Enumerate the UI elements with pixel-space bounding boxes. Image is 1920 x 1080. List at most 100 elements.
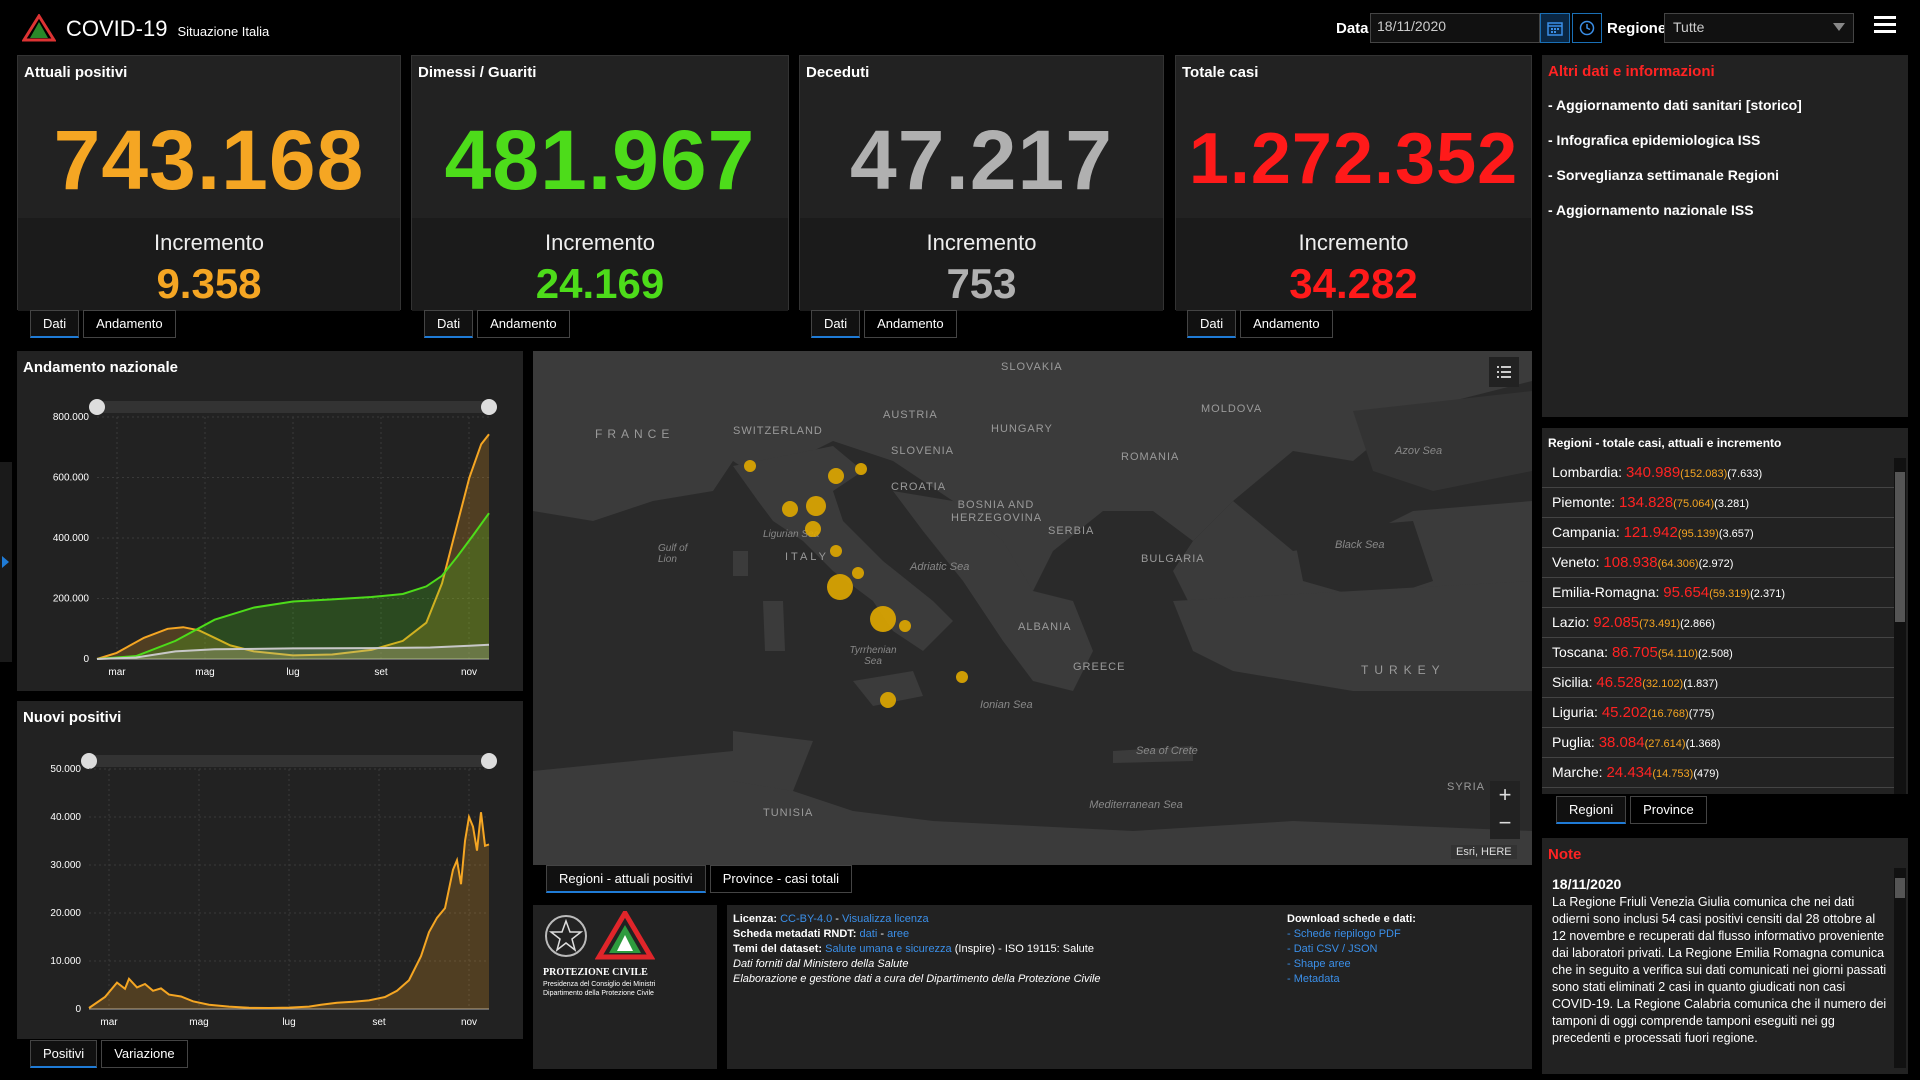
tab-regioni[interactable]: Regioni [1556,796,1627,824]
map-country-label: SWITZERLAND [733,425,823,437]
app-header: COVID-19 Situazione Italia Data 18/11/20… [0,0,1920,56]
tab-province-casi-totali[interactable]: Province - casi totali [709,865,853,893]
download-link[interactable]: - Dati CSV / JSON [1287,943,1378,955]
download-link[interactable]: - Metadata [1287,973,1340,985]
tab-regioni-attuali-positivi[interactable]: Regioni - attuali positivi [546,865,706,893]
kpi-increment-label: Incremento [544,230,656,255]
tab-andamento[interactable]: Andamento [864,310,957,338]
info-link[interactable]: - Infografica epidemiologica ISS [1548,132,1761,148]
kpi-title: Dimessi / Guariti [418,64,537,81]
kpi-increment-label: Incremento [1298,230,1409,255]
map-bubble [782,501,798,517]
y-tick-label: 30.000 [50,860,81,871]
zoom-out-button[interactable]: − [1490,809,1520,839]
kpi-value: 47.217 [850,113,1113,207]
list-item[interactable]: Veneto: 108.938(64.306)(2.972) [1542,548,1894,578]
tab-andamento[interactable]: Andamento [1240,310,1333,338]
chart-tabs: Positivi Variazione [30,1040,188,1068]
list-item[interactable]: Lazio: 92.085(73.491)(2.866) [1542,608,1894,638]
map-country-label: ITALY [785,551,829,563]
region-select[interactable]: Tutte [1664,13,1854,43]
series-area [97,513,489,659]
map-country-label: SLOVAKIA [1001,361,1063,373]
map-country-label: BOSNIA AND HERZEGOVINA [951,499,1043,524]
dataset-theme-link[interactable]: Salute umana e sicurezza [825,943,952,955]
downloads: Download schede e dati: - Schede riepilo… [1287,913,1416,985]
andamento-chart-svg[interactable]: 0 200.000 400.000 600.000 800.000 mar mag lug se… [17,351,523,691]
note-panel: Note 18/11/2020 La Regione Friuli Venezi… [1542,838,1908,1074]
tab-dati[interactable]: Dati [1187,310,1237,338]
list-item[interactable]: Lombardia: 340.989(152.083)(7.633) [1542,458,1894,488]
scrollbar-thumb[interactable] [1895,878,1905,898]
download-link[interactable]: - Shape aree [1287,958,1351,970]
map-bubble [805,521,821,537]
tab-andamento[interactable]: Andamento [477,310,570,338]
tab-province[interactable]: Province [1630,796,1707,824]
list-item[interactable]: Liguria: 45.202(16.768)(775) [1542,698,1894,728]
range-slider-handle[interactable] [481,753,497,769]
list-icon [1497,366,1511,378]
list-item[interactable]: Piemonte: 134.828(75.064)(3.281) [1542,488,1894,518]
calendar-button[interactable] [1540,13,1570,43]
plus-icon: + [1498,782,1512,807]
info-link[interactable]: - Aggiornamento nazionale ISS [1548,202,1754,218]
view-license-link[interactable]: Visualizza licenza [842,913,929,925]
region-label: Regione [1607,20,1667,37]
kpi-title: Totale casi [1182,64,1259,81]
nuovi-positivi-chart-svg[interactable]: 0 10.000 20.000 30.000 40.000 50.000 mar mag lug… [17,701,523,1039]
license-link[interactable]: CC-BY-4.0 [780,913,833,925]
tab-dati[interactable]: Dati [30,310,80,338]
x-tick-label: lug [286,667,299,678]
info-link[interactable]: - Aggiornamento dati sanitari [storico] [1548,97,1802,113]
tab-variazione[interactable]: Variazione [101,1040,188,1068]
note-title: Note [1548,846,1582,863]
x-tick-label: nov [461,1017,477,1028]
scrollbar-thumb[interactable] [1895,472,1905,622]
date-input[interactable]: 18/11/2020 [1370,13,1540,43]
map-country-label: HUNGARY [991,423,1053,435]
map-bubble [899,620,911,632]
tab-andamento[interactable]: Andamento [83,310,176,338]
y-tick-label: 10.000 [50,956,81,967]
kpi-increment-label: Incremento [926,230,1037,255]
x-tick-label: mag [189,1017,208,1028]
metadata-aree-link[interactable]: aree [887,928,910,940]
range-slider-handle[interactable] [481,399,497,415]
time-button[interactable] [1572,13,1602,43]
note-scrollbar[interactable] [1894,868,1906,1068]
list-item[interactable]: Marche: 24.434(14.753)(479) [1542,758,1894,788]
regions-list[interactable]: Lombardia: 340.989(152.083)(7.633) Piemo… [1542,458,1894,798]
tab-dati[interactable]: Dati [424,310,474,338]
date-label: Data [1336,20,1369,37]
zoom-in-button[interactable]: + [1490,781,1520,811]
info-panel: Altri dati e informazioni - Aggiornament… [1542,55,1908,417]
menu-button[interactable] [1874,16,1896,36]
list-item[interactable]: Puglia: 38.084(27.614)(1.368) [1542,728,1894,758]
info-link[interactable]: - Sorveglianza settimanale Regioni [1548,167,1780,183]
tab-dati[interactable]: Dati [811,310,861,338]
map-attribution[interactable]: Esri, HERE [1451,845,1517,859]
y-tick-label: 600.000 [53,473,90,484]
x-tick-label: lug [282,1017,295,1028]
map-bubble [806,496,826,516]
y-tick-label: 0 [75,1004,81,1015]
title-area: COVID-19 Situazione Italia [22,14,269,42]
list-item[interactable]: Sicilia: 46.528(32.102)(1.837) [1542,668,1894,698]
map-country-label: GREECE [1073,661,1126,673]
kpi-tabs: Dati Andamento [424,310,570,338]
regions-scrollbar[interactable] [1894,458,1906,794]
list-item[interactable]: Campania: 121.942(95.139)(3.657) [1542,518,1894,548]
download-link[interactable]: - Schede riepilogo PDF [1287,928,1401,940]
side-panel-toggle[interactable] [0,462,12,662]
app-title: COVID-19 [66,16,168,41]
map-panel[interactable]: FRANCE SWITZERLAND AUSTRIA SLOVAKIA HUNG… [533,351,1532,865]
list-item[interactable]: Toscana: 86.705(54.110)(2.508) [1542,638,1894,668]
range-slider-handle[interactable] [89,399,105,415]
range-slider-handle[interactable] [81,753,97,769]
kpi-increment-value: 753 [946,260,1017,307]
list-item[interactable]: Emilia-Romagna: 95.654(59.319)(2.371) [1542,578,1894,608]
metadata-dati-link[interactable]: dati [859,928,878,940]
legend-button[interactable] [1489,357,1519,387]
kpi-deceduti: Deceduti 47.217 Incremento 753 [799,55,1164,311]
tab-positivi[interactable]: Positivi [30,1040,98,1068]
